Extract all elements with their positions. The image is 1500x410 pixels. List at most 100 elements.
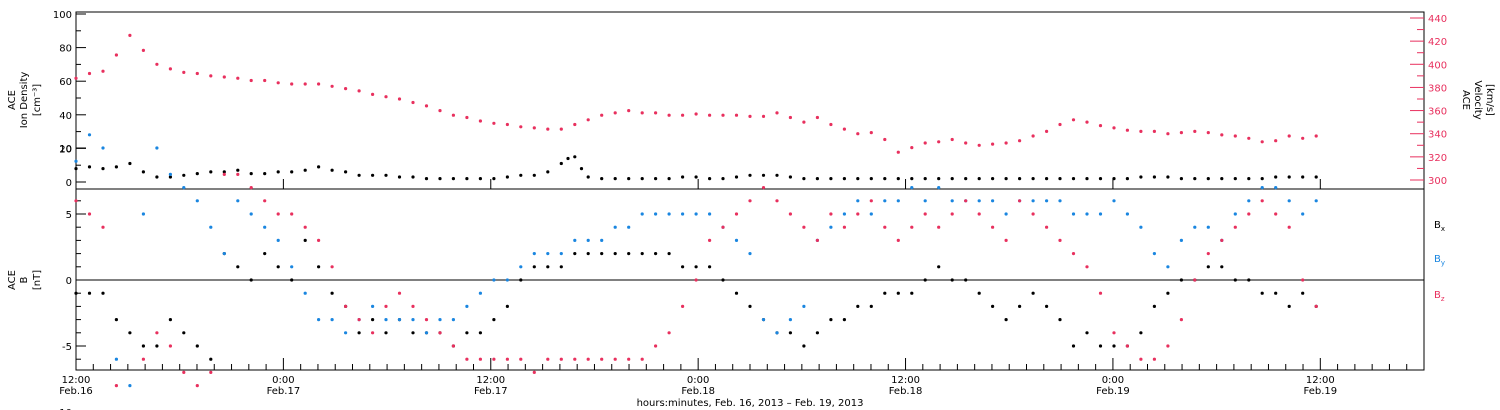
velocity-axis: 300 320 340 360 380 400 420 440 (1410, 14, 1447, 187)
velocity-point (977, 143, 981, 147)
density-point (384, 173, 388, 177)
field-by-point (236, 199, 240, 203)
density-point (249, 172, 253, 176)
velocity-point (950, 137, 954, 142)
field-ytick-label: 10 (59, 144, 72, 155)
field-bz-point (708, 238, 712, 242)
density-point (1206, 177, 1210, 181)
field-bx-point (573, 252, 577, 256)
velocity-point (654, 111, 658, 115)
density-ytick-label: 80 (59, 44, 72, 55)
field-by-point (371, 304, 375, 308)
field-by-point (856, 199, 860, 203)
velocity-point (317, 82, 321, 86)
field-bz-point (1152, 357, 1156, 361)
field-by-point (613, 225, 617, 229)
field-bx-point (74, 291, 78, 295)
density-point (195, 172, 199, 176)
field-bx-point (1018, 304, 1022, 308)
velocity-point (101, 69, 105, 73)
velocity-point (1166, 132, 1170, 136)
field-bx-point (788, 331, 793, 335)
velocity-point (397, 97, 402, 101)
density-point (1112, 177, 1116, 181)
field-by-point (451, 318, 455, 322)
density-point (681, 175, 685, 179)
field-by-point (734, 238, 739, 242)
field-by-point (87, 133, 92, 137)
field-bz-point (1233, 225, 1237, 229)
field-bx-point (101, 291, 105, 295)
density-point (613, 177, 617, 181)
field-by-point (681, 212, 685, 216)
field-bz-point (950, 212, 954, 216)
velocity-point (1085, 120, 1089, 124)
field-by-point (492, 278, 496, 282)
field-bz-point (694, 278, 698, 282)
velocity-point (761, 114, 766, 118)
field-by-point (802, 304, 806, 308)
field-bz-point (411, 304, 415, 308)
field-by-point (559, 252, 563, 256)
field-bx-point (249, 278, 253, 282)
density-point (950, 177, 954, 181)
field-bz-point (168, 344, 172, 348)
field-bx-point (1260, 291, 1264, 295)
density-point (896, 177, 900, 181)
density-point (991, 177, 995, 181)
date-tick-label: Feb.17 (267, 386, 301, 397)
field-bx-point (1274, 291, 1278, 295)
field-by-point (640, 212, 644, 216)
density-point (451, 177, 455, 181)
date-tick-label: Feb.18 (681, 386, 715, 397)
density-ylabel-line3: [cm⁻³] (32, 84, 43, 116)
field-by-point (600, 238, 604, 242)
density-point (505, 175, 509, 179)
field-by-point (532, 252, 536, 256)
field-bz-point (155, 331, 159, 335)
time-axis: 12:00Feb.160:00Feb.1712:00Feb.170:00Feb.… (59, 179, 1425, 397)
field-bx-point (964, 278, 968, 282)
density-point (1139, 175, 1143, 179)
field-by-point (397, 318, 402, 322)
field-bz-point (478, 357, 482, 361)
field-by-point (937, 186, 941, 190)
field-by-point (519, 265, 523, 269)
field-bz-point (1220, 238, 1224, 242)
velocity-point (1314, 134, 1318, 138)
field-bx-point (708, 265, 712, 269)
field-bx-point (856, 304, 860, 308)
field-by-point (1301, 212, 1305, 216)
field-by-point (1125, 212, 1129, 216)
density-point (263, 172, 267, 176)
field-bx-point (519, 278, 523, 282)
field-bx-point (330, 291, 334, 295)
density-point (977, 177, 981, 181)
field-by-point (344, 331, 348, 335)
field-bz-point (546, 357, 550, 361)
density-point (182, 173, 186, 177)
field-bz-point (667, 331, 671, 335)
field-bz-point (937, 225, 941, 229)
field-bz-point (249, 186, 253, 190)
field-by-point (1004, 212, 1008, 216)
field-bx-point (87, 291, 92, 295)
velocity-point (883, 137, 887, 142)
field-bz-point (424, 318, 429, 322)
field-bx-point (815, 331, 820, 335)
velocity-point (734, 113, 739, 117)
field-by-point (586, 238, 590, 242)
velocity-point (1260, 140, 1264, 144)
field-bz-point (640, 357, 644, 361)
field-bz-point (734, 212, 739, 216)
field-bz-point (1260, 199, 1264, 203)
field-bz-point (883, 225, 887, 229)
density-point (1152, 175, 1156, 179)
density-point (1301, 175, 1305, 179)
density-point (128, 161, 132, 166)
density-point (141, 170, 145, 174)
density-point (869, 177, 873, 181)
date-tick-label: Feb.19 (1096, 386, 1130, 397)
field-bz-point (1004, 238, 1008, 242)
